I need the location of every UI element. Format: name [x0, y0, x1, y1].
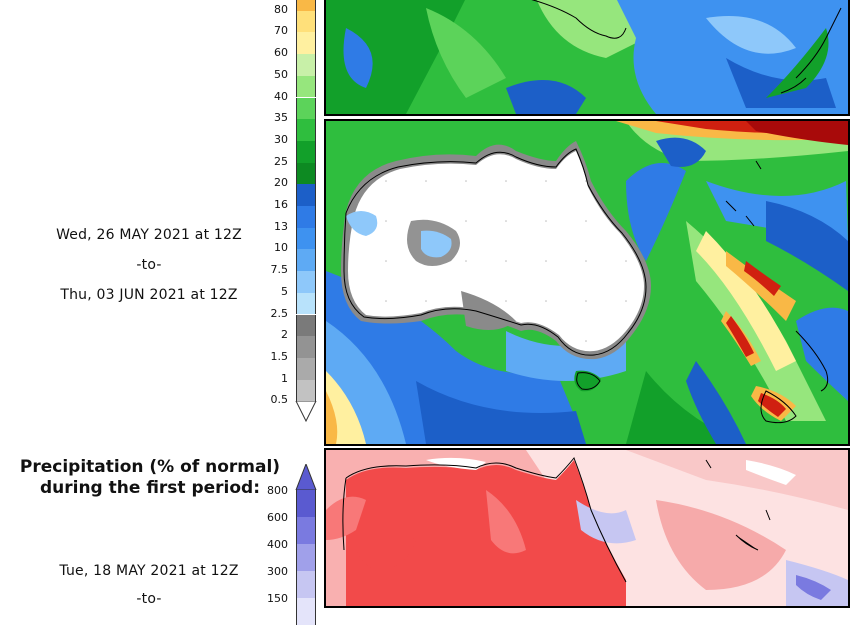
anomaly-legend-swatch — [296, 490, 316, 517]
anomaly-map-panel — [324, 448, 850, 608]
anomaly-heading-line-2: during the first period: — [39, 478, 261, 498]
legend-tick-label: 25 — [274, 154, 288, 168]
anomaly-period-start-label: Tue, 18 MAY 2021 at 12Z — [59, 563, 239, 579]
legend-tick-label: 5 — [281, 284, 288, 298]
legend-tick-label: 10 — [274, 241, 288, 255]
legend-tick-label: 0.5 — [270, 393, 289, 407]
legend-lower-arrow — [295, 401, 317, 423]
anomaly-legend-swatch — [296, 517, 316, 544]
legend-swatch — [296, 54, 316, 76]
anomaly-legend-swatch — [296, 598, 316, 625]
legend-swatch — [296, 184, 316, 206]
legend-swatch — [296, 227, 316, 250]
legend-tick-label: 1 — [281, 371, 288, 385]
legend-tick-label: 35 — [274, 111, 288, 125]
legend-tick-label: 1.5 — [270, 349, 289, 363]
legend-swatch — [296, 75, 316, 98]
legend-swatch — [296, 32, 316, 55]
legend-swatch — [296, 357, 316, 380]
legend-swatch — [296, 249, 316, 272]
legend-tick-label: 50 — [274, 67, 288, 81]
legend-tick-label: 60 — [274, 46, 288, 60]
anomaly-period-connector-label: -to- — [136, 591, 162, 607]
legend-swatch — [296, 292, 316, 315]
anomaly-legend-tick-label: 600 — [267, 511, 288, 524]
legend-tick-label: 40 — [274, 89, 288, 103]
legend-swatch — [296, 10, 316, 33]
legend-tick-label: 20 — [274, 176, 288, 190]
legend-swatch — [296, 97, 316, 120]
legend-swatch — [296, 314, 316, 337]
legend-tick-label: 2 — [281, 328, 288, 342]
legend-tick-label: 70 — [274, 24, 288, 38]
legend-swatch — [296, 206, 316, 228]
anomaly-legend-tick-label: 300 — [267, 565, 288, 578]
legend-swatch — [296, 379, 316, 402]
legend-tick-label: 80 — [274, 2, 288, 16]
anomaly-legend-tick-label: 800 — [267, 484, 288, 497]
legend-swatch — [296, 271, 316, 293]
legend-tick-label: 2.5 — [270, 306, 289, 320]
precipitation-map-panel-1 — [324, 0, 850, 116]
legend-swatch — [296, 140, 316, 163]
legend-tick-label: 30 — [274, 132, 288, 146]
anomaly-legend-swatch — [296, 544, 316, 571]
legend-swatch — [296, 119, 316, 141]
legend-swatch — [296, 162, 316, 185]
anomaly-legend-swatch — [296, 571, 316, 598]
legend-tick-label: 13 — [274, 219, 288, 233]
anomaly-heading-line-1: Precipitation (% of normal) — [19, 457, 281, 477]
legend-swatch — [296, 336, 316, 358]
legend-tick-label: 7.5 — [270, 263, 289, 277]
period-connector-label: -to- — [136, 257, 162, 273]
anomaly-legend-upper-arrow — [295, 464, 317, 490]
period-end-label: Thu, 03 JUN 2021 at 12Z — [60, 287, 238, 303]
period-start-label: Wed, 26 MAY 2021 at 12Z — [56, 227, 242, 243]
legend-swatch — [296, 0, 316, 11]
precipitation-map-panel-2 — [324, 119, 850, 446]
legend-tick-label: 16 — [274, 198, 288, 211]
anomaly-legend-tick-label: 400 — [267, 538, 288, 551]
